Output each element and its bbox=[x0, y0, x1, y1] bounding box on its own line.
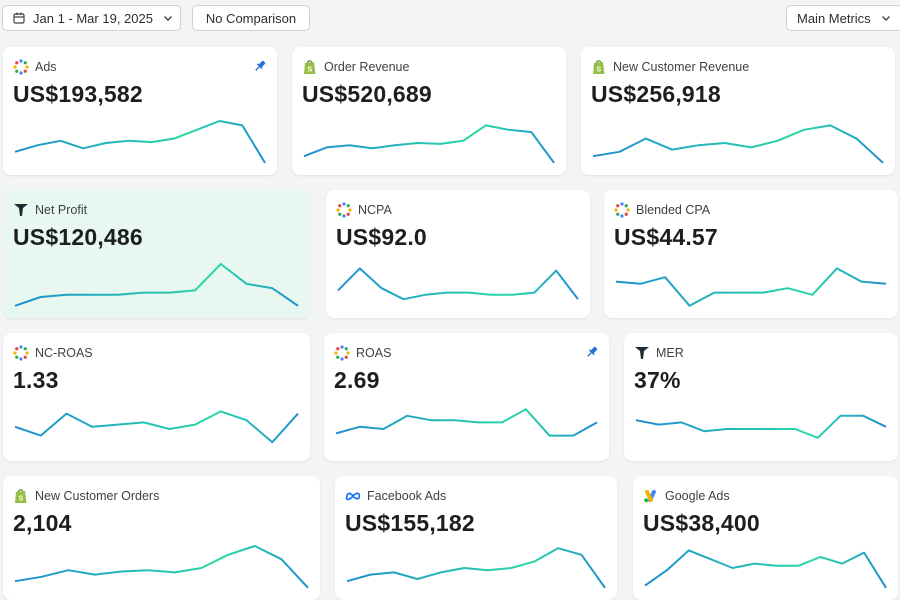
metric-value: 2.69 bbox=[334, 367, 380, 393]
shopify-icon: S bbox=[13, 488, 29, 504]
calendar-icon bbox=[13, 12, 25, 24]
metric-card-header: Google Ads bbox=[643, 488, 888, 504]
date-range-label: Jan 1 - Mar 19, 2025 bbox=[33, 10, 153, 26]
multicolor-dots-icon bbox=[13, 345, 29, 361]
shopify-icon: S bbox=[302, 59, 318, 75]
sparkline-chart bbox=[14, 120, 266, 164]
sparkline-series bbox=[14, 120, 266, 164]
svg-text:S: S bbox=[307, 67, 312, 74]
metric-card-ncpa[interactable]: NCPA US$92.0 bbox=[326, 190, 590, 318]
sparkline-series bbox=[592, 124, 884, 164]
sparkline-chart bbox=[335, 408, 598, 437]
metric-value: US$256,918 bbox=[591, 81, 721, 107]
metric-value: US$520,689 bbox=[302, 81, 432, 107]
sparkline-chart bbox=[592, 124, 884, 164]
sparkline-chart bbox=[644, 549, 887, 589]
pin-icon[interactable] bbox=[585, 345, 599, 359]
metric-value: 2,104 bbox=[13, 510, 72, 536]
metric-card-new-customer-revenue[interactable]: S New Customer Revenue US$256,918 bbox=[581, 47, 895, 175]
metric-card-header: Blended CPA bbox=[614, 202, 888, 218]
metric-card-header: S New Customer Orders bbox=[13, 488, 310, 504]
comparison-button[interactable]: No Comparison bbox=[192, 5, 310, 31]
toolbar: Jan 1 - Mar 19, 2025 No Comparison Main … bbox=[0, 0, 900, 40]
sparkline-series bbox=[14, 545, 309, 589]
sparkline-chart bbox=[14, 410, 299, 444]
shopify-icon: S bbox=[591, 59, 607, 75]
pin-icon[interactable] bbox=[253, 59, 267, 73]
metric-card-nc-roas[interactable]: NC-ROAS 1.33 bbox=[3, 333, 310, 461]
multicolor-dots-icon bbox=[336, 202, 352, 218]
metric-card-facebook-ads[interactable]: Facebook Ads US$155,182 bbox=[335, 476, 617, 600]
sparkline-series bbox=[635, 414, 887, 439]
metric-card-blended-cpa[interactable]: Blended CPA US$44.57 bbox=[604, 190, 898, 318]
metrics-view-dropdown[interactable]: Main Metrics bbox=[786, 5, 900, 31]
multicolor-dots-icon bbox=[13, 59, 29, 75]
metric-label: Net Profit bbox=[35, 203, 88, 217]
metric-value: US$120,486 bbox=[13, 224, 143, 250]
metric-value: US$193,582 bbox=[13, 81, 143, 107]
sparkline-series bbox=[14, 410, 299, 444]
metric-label: New Customer Orders bbox=[35, 489, 160, 503]
metric-label: MER bbox=[656, 346, 684, 360]
multicolor-dots-icon bbox=[614, 202, 630, 218]
metric-card-order-revenue[interactable]: S Order Revenue US$520,689 bbox=[292, 47, 566, 175]
chevron-down-icon bbox=[163, 13, 173, 23]
metric-card-net-profit[interactable]: Net Profit US$120,486 bbox=[3, 190, 310, 318]
metric-label: NC-ROAS bbox=[35, 346, 93, 360]
metric-card-header: ROAS bbox=[334, 345, 599, 361]
metric-value: 1.33 bbox=[13, 367, 59, 393]
meta-icon bbox=[345, 488, 361, 504]
date-range-picker[interactable]: Jan 1 - Mar 19, 2025 bbox=[2, 5, 181, 31]
metric-card-header: Ads bbox=[13, 59, 267, 75]
metric-card-header: Net Profit bbox=[13, 202, 300, 218]
metric-card-new-customer-orders[interactable]: S New Customer Orders 2,104 bbox=[3, 476, 320, 600]
metric-card-header: MER bbox=[634, 345, 888, 361]
metric-card-header: NC-ROAS bbox=[13, 345, 300, 361]
metric-label: Google Ads bbox=[665, 489, 730, 503]
sparkline-chart bbox=[14, 263, 299, 307]
triple-whale-icon bbox=[634, 345, 650, 361]
metric-card-header: NCPA bbox=[336, 202, 580, 218]
sparkline-series bbox=[14, 263, 299, 307]
metric-card-google-ads[interactable]: Google Ads US$38,400 bbox=[633, 476, 898, 600]
multicolor-dots-icon bbox=[334, 345, 350, 361]
metric-value: US$92.0 bbox=[336, 224, 427, 250]
sparkline-chart bbox=[635, 414, 887, 439]
triple-whale-icon bbox=[13, 202, 29, 218]
metric-value: 37% bbox=[634, 367, 681, 393]
sparkline-series bbox=[335, 408, 598, 437]
metric-value: US$44.57 bbox=[614, 224, 718, 250]
metric-card-header: S New Customer Revenue bbox=[591, 59, 885, 75]
sparkline-series bbox=[615, 267, 887, 307]
sparkline-chart bbox=[615, 267, 887, 307]
metric-card-header: Facebook Ads bbox=[345, 488, 607, 504]
sparkline-series bbox=[644, 549, 887, 589]
metric-card-header: S Order Revenue bbox=[302, 59, 556, 75]
svg-text:S: S bbox=[18, 496, 23, 503]
google-ads-icon bbox=[643, 488, 659, 504]
chevron-down-icon bbox=[881, 13, 891, 23]
metric-value: US$155,182 bbox=[345, 510, 475, 536]
sparkline-chart bbox=[337, 267, 579, 301]
metric-card-ads[interactable]: Ads US$193,582 bbox=[3, 47, 277, 175]
sparkline-series bbox=[346, 547, 606, 589]
metric-label: ROAS bbox=[356, 346, 392, 360]
sparkline-series bbox=[337, 267, 579, 301]
sparkline-chart bbox=[303, 124, 555, 164]
metric-card-roas[interactable]: ROAS 2.69 bbox=[324, 333, 609, 461]
metric-label: NCPA bbox=[358, 203, 392, 217]
metric-label: Ads bbox=[35, 60, 57, 74]
svg-text:S: S bbox=[596, 67, 601, 74]
comparison-label: No Comparison bbox=[205, 10, 297, 26]
metrics-view-label: Main Metrics bbox=[797, 10, 871, 26]
metric-label: Facebook Ads bbox=[367, 489, 447, 503]
metric-label: New Customer Revenue bbox=[613, 60, 750, 74]
sparkline-series bbox=[303, 124, 555, 164]
sparkline-chart bbox=[14, 545, 309, 589]
sparkline-chart bbox=[346, 547, 606, 589]
metric-label: Order Revenue bbox=[324, 60, 410, 74]
metric-label: Blended CPA bbox=[636, 203, 711, 217]
metric-value: US$38,400 bbox=[643, 510, 760, 536]
metric-card-mer[interactable]: MER 37% bbox=[624, 333, 898, 461]
